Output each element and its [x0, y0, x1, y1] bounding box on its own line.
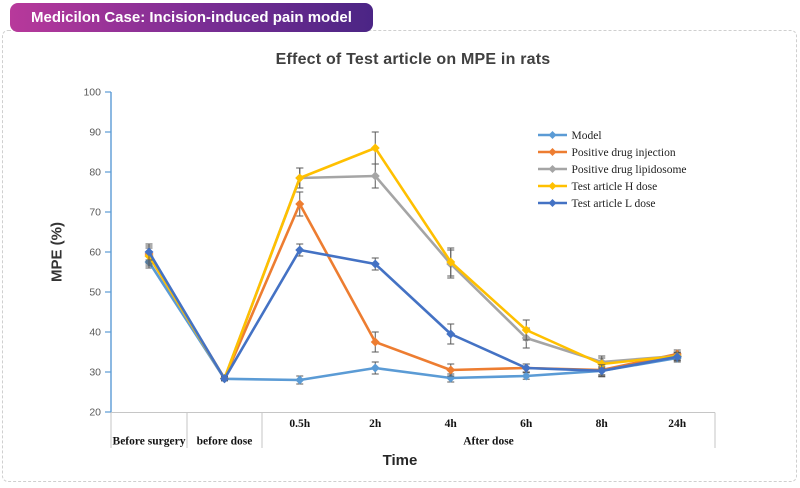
x-category-label: 4h	[445, 418, 458, 430]
y-tick-label: 20	[89, 407, 101, 419]
y-tick-label: 70	[89, 207, 101, 219]
series-marker	[370, 143, 380, 153]
legend-label: Positive drug injection	[572, 147, 676, 159]
x-category-label: 6h	[520, 418, 533, 430]
legend-marker-diamond	[548, 199, 557, 207]
series-marker	[220, 374, 229, 384]
series-marker	[295, 375, 305, 385]
series-marker	[295, 199, 305, 209]
series-marker	[370, 363, 380, 373]
legend-marker-diamond	[548, 165, 557, 173]
series-line-1	[147, 202, 679, 380]
y-tick-label: 80	[89, 167, 101, 179]
series-marker	[521, 325, 531, 335]
x-category-label: 0.5h	[289, 418, 310, 430]
y-tick-label: 90	[89, 127, 101, 139]
legend-marker-diamond	[548, 182, 557, 190]
x-category-label: 24h	[668, 418, 687, 430]
legend-marker-diamond	[548, 148, 557, 156]
header-badge: Medicilon Case: Incision-induced pain mo…	[10, 3, 373, 32]
series-marker	[295, 173, 305, 183]
series-marker	[446, 257, 456, 267]
y-tick-label: 50	[89, 287, 101, 299]
x-group-label: After dose	[463, 436, 514, 448]
series-marker	[521, 363, 531, 373]
series-marker	[521, 371, 531, 381]
legend-label: Positive drug lipidosome	[572, 164, 687, 176]
series-marker	[144, 247, 154, 257]
series-marker	[672, 352, 682, 362]
y-tick-label: 100	[83, 87, 101, 99]
legend-label: Test article H dose	[572, 181, 658, 193]
series-line-3	[147, 146, 679, 380]
series-line-4	[147, 248, 679, 381]
series-marker	[370, 171, 380, 181]
legend-label: Model	[572, 130, 602, 142]
series-marker	[446, 365, 456, 375]
x-axis-title: Time	[382, 452, 418, 469]
x-group-label: before dose	[197, 436, 253, 448]
series-marker	[597, 359, 607, 369]
x-category-label: 2h	[369, 418, 382, 430]
series-line-0	[147, 260, 679, 382]
y-tick-label: 40	[89, 327, 101, 339]
chart-title: Effect of Test article on MPE in rats	[275, 51, 551, 68]
series-marker	[370, 259, 380, 269]
x-group-label: Before surgery	[113, 436, 186, 448]
x-category-label: 8h	[596, 418, 609, 430]
series-marker	[446, 329, 456, 339]
page-dashed-border	[2, 30, 797, 482]
legend-marker-diamond	[548, 131, 557, 139]
y-tick-label: 60	[89, 247, 101, 259]
legend-label: Test article L dose	[572, 198, 656, 210]
y-tick-label: 30	[89, 367, 101, 379]
series-marker	[370, 337, 380, 347]
series-marker	[295, 245, 305, 255]
series-marker	[597, 366, 607, 376]
